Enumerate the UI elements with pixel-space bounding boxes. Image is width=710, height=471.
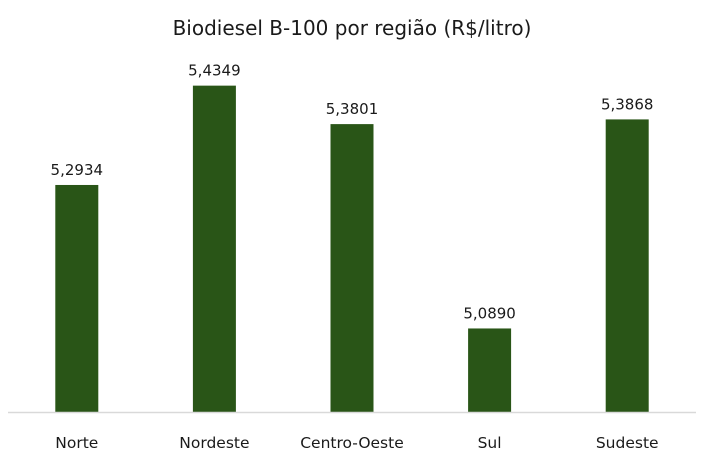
data-label: 5,3868 — [601, 95, 654, 113]
x-tick-label: Nordeste — [179, 434, 249, 452]
data-label: 5,2934 — [51, 161, 104, 179]
labels-group: 5,2934 Norte 5,4349 Nordeste 5,3801 Centro-Oe… — [51, 62, 659, 452]
x-tick-label: Sudeste — [596, 434, 659, 452]
data-label: 5,3801 — [326, 100, 379, 118]
data-label: 5,4349 — [188, 62, 241, 80]
chart-title: Biodiesel B-100 por região (R$/litro) — [173, 16, 532, 40]
data-label: 5,0890 — [463, 304, 516, 322]
x-tick-label: Sul — [478, 434, 502, 452]
x-tick-label: Norte — [55, 434, 98, 452]
bars-group — [55, 85, 649, 412]
bar-norte — [55, 184, 99, 412]
bar-centro-oeste — [330, 124, 374, 412]
bar-sul — [468, 328, 512, 412]
bar-nordeste — [192, 85, 236, 412]
x-tick-label: Centro-Oeste — [300, 434, 404, 452]
bar-sudeste — [605, 119, 649, 412]
